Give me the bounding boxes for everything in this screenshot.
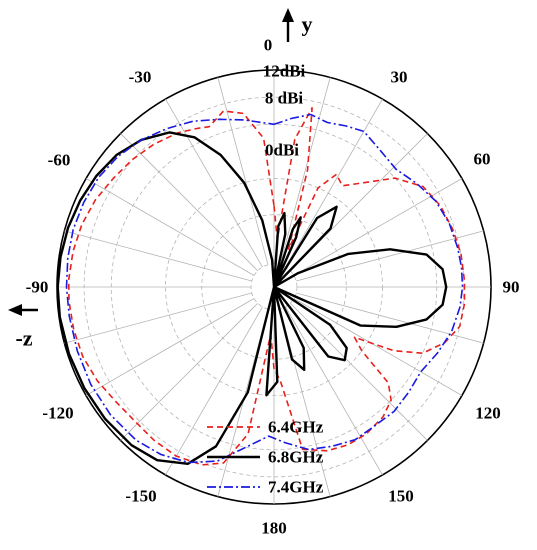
angle-label-neg120: -120 xyxy=(42,404,73,423)
chart-labels: 0 30 60 90 120 150 180 -150 -120 -90 -60 -30 0dBi 8 d… xyxy=(8,8,520,538)
spoke-15 xyxy=(279,77,331,265)
spoke-330 xyxy=(165,98,263,268)
pattern-curves xyxy=(56,107,466,466)
angle-label-150: 150 xyxy=(388,487,414,506)
spoke-225 xyxy=(120,302,259,441)
angle-label-180: 180 xyxy=(261,519,287,538)
series-line-2 xyxy=(65,113,464,464)
angle-label-neg90: -90 xyxy=(26,278,49,297)
spoke-255 xyxy=(64,292,252,344)
spoke-300 xyxy=(85,178,255,276)
legend-label-2: 7.4GHz xyxy=(268,478,324,497)
angle-label-neg60: -60 xyxy=(48,151,71,170)
angle-label-30: 30 xyxy=(391,68,408,87)
angle-label-0: 0 xyxy=(264,36,273,55)
spoke-285 xyxy=(64,230,252,282)
legend-label-1: 6.8GHz xyxy=(268,448,324,467)
angle-label-neg150: -150 xyxy=(125,487,156,506)
series-line-0 xyxy=(67,107,466,466)
spoke-120 xyxy=(293,298,463,396)
legend: 6.4GHz 6.8GHz 7.4GHz xyxy=(207,418,324,497)
spoke-345 xyxy=(217,77,269,265)
spoke-75 xyxy=(296,230,484,282)
angle-label-90: 90 xyxy=(503,278,520,297)
radial-tick-label-2: 12dBi xyxy=(263,62,306,81)
spoke-210 xyxy=(165,306,263,476)
spoke-135 xyxy=(289,302,428,441)
angle-label-120: 120 xyxy=(475,404,501,423)
z-axis-name: -z xyxy=(15,326,32,351)
angle-label-60: 60 xyxy=(474,150,491,169)
radial-tick-label-1: 8 dBi xyxy=(265,89,304,108)
angle-label-neg30: -30 xyxy=(129,68,152,87)
series-line-1 xyxy=(56,131,448,465)
legend-label-0: 6.4GHz xyxy=(268,418,324,437)
z-axis-arrow-head xyxy=(8,304,22,316)
spoke-30 xyxy=(285,98,383,268)
spoke-60 xyxy=(293,178,463,276)
y-axis-arrow-head xyxy=(282,8,294,22)
radial-tick-label-0: 0dBi xyxy=(265,141,299,160)
spoke-240 xyxy=(85,298,255,396)
spoke-150 xyxy=(285,306,383,476)
spoke-315 xyxy=(120,133,259,272)
y-axis-name: y xyxy=(302,12,313,37)
